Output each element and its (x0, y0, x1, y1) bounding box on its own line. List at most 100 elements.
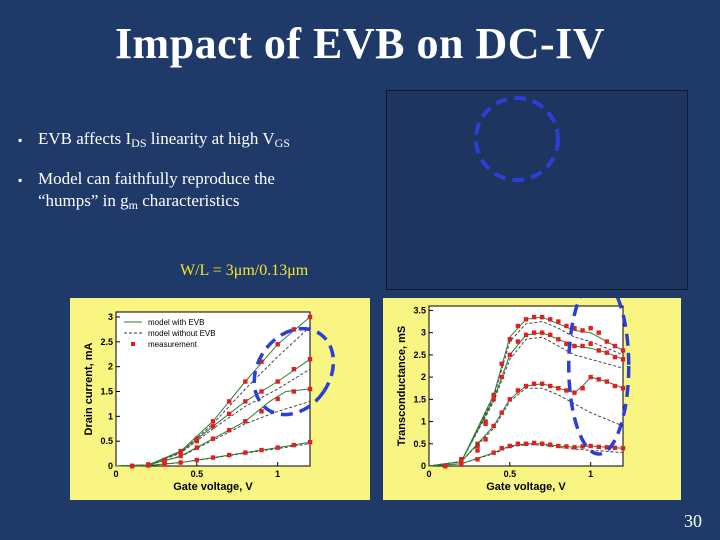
x-tick-label: 0.5 (191, 469, 204, 479)
x-tick-label: 0 (113, 469, 118, 479)
measurement-point (531, 314, 537, 320)
measurement-point (515, 339, 521, 344)
measurement-point (491, 392, 496, 398)
measurement-point (459, 457, 464, 462)
measurement-point (531, 330, 537, 335)
measurement-point (129, 463, 135, 469)
legend-entry: measurement (148, 340, 198, 349)
measurement-point (194, 457, 200, 463)
measurement-point (307, 439, 313, 445)
measurement-point (604, 445, 610, 450)
measurement-point (507, 352, 513, 358)
measurement-point (275, 396, 280, 402)
bullet-2-sub-m: m (128, 198, 138, 212)
page-number: 30 (684, 511, 702, 531)
measurement-point (604, 350, 610, 355)
measurement-point (539, 314, 545, 320)
measurement-point (259, 447, 264, 453)
square-bullet-icon: ▪ (18, 173, 23, 187)
measurement-point (178, 460, 183, 465)
measurement-point (604, 379, 610, 384)
measurement-point (146, 463, 151, 468)
measurement-point (307, 386, 313, 392)
measurement-point (507, 443, 513, 449)
measurement-point (499, 446, 504, 451)
measurement-point (556, 319, 561, 324)
y-tick-label: 2.5 (100, 337, 113, 347)
measurement-point (459, 461, 464, 466)
bullet-item-1: ▪ EVB affects IDS linearity at high VGS (18, 128, 378, 154)
bullet-text-2: Model can faithfully reproduce the “hump… (38, 168, 275, 216)
legend-swatch-measurement (131, 342, 135, 346)
measurement-point (612, 445, 618, 450)
measurement-point (539, 441, 545, 446)
measurement-point (243, 379, 248, 384)
measurement-point (572, 390, 577, 395)
measurement-point (588, 341, 593, 346)
y-tick-label: 0 (108, 461, 113, 471)
measurement-point (475, 457, 480, 462)
bullet-2-line-1: Model can faithfully reproduce the (38, 169, 275, 188)
model-without-evb-line (428, 387, 624, 467)
measurement-point (210, 419, 216, 424)
measurement-point (307, 356, 313, 362)
measurement-point (539, 330, 545, 335)
measurement-point (580, 386, 585, 391)
measurement-point (499, 374, 504, 380)
bullet-2-line-2: “humps” in gm characteristics (38, 190, 275, 216)
measurement-point (499, 361, 504, 366)
x-tick-label: 1 (275, 469, 280, 479)
y-tick-label: 1 (421, 417, 426, 427)
measurement-point (243, 419, 248, 424)
geometry-annotation: W/L = 3μm/0.13μm (180, 262, 309, 279)
transconductance-chart: 0 0.5 1 0 0.5 1 1.5 2 2.5 3 3.5 Gate voltage, V Tran… (396, 276, 631, 493)
measurement-point (291, 366, 297, 372)
measurement-point (162, 462, 167, 467)
drain-current-chart: 0 0.5 1 0 0.5 1 1.5 2 2.5 3 Gate voltage, V Drain c… (83, 311, 336, 493)
measurement-point (548, 442, 553, 447)
y-tick-label: 0.5 (413, 439, 426, 449)
measurement-point (507, 337, 513, 342)
measurement-point (226, 428, 232, 433)
bullet-text-1: EVB affects IDS linearity at high VGS (38, 128, 290, 154)
y-axis-label: Transconductance, mS (396, 326, 408, 446)
y-axis-label: Drain current, mA (83, 342, 95, 435)
x-tick-label: 0.5 (504, 469, 517, 479)
measurement-point (580, 444, 585, 449)
bullet-1-part-b: linearity at high V (146, 129, 275, 148)
measurement-point (515, 323, 521, 329)
legend-entry: model without EVB (148, 329, 216, 338)
measurement-point (194, 445, 200, 450)
measurement-point (162, 459, 167, 465)
measurement-point (564, 444, 569, 449)
measurement-point (588, 443, 593, 449)
x-axis-label: Gate voltage, V (486, 481, 566, 493)
measurement-point (210, 436, 216, 441)
highlight-circle-top (474, 96, 560, 182)
measurement-point (475, 443, 480, 449)
y-tick-label: 1.5 (100, 386, 113, 396)
measurement-point (523, 317, 529, 322)
y-tick-label: 3.5 (413, 305, 426, 315)
measurement-point (483, 437, 488, 442)
measurement-point (226, 452, 232, 458)
slide-title: Impact of EVB on DC-IV (114, 19, 606, 68)
measurement-point (596, 348, 601, 353)
image-placeholder-box (386, 90, 688, 290)
x-tick-label: 1 (588, 469, 593, 479)
measurement-point (531, 381, 537, 386)
measurement-point (620, 357, 626, 362)
y-tick-label: 0.5 (100, 436, 113, 446)
measurement-point (491, 450, 496, 455)
measurement-point (523, 383, 529, 389)
measurement-point (210, 424, 216, 429)
measurement-point (475, 448, 480, 453)
x-axis-label: Gate voltage, V (173, 481, 253, 493)
highlight-ellipse (252, 326, 336, 417)
measurement-point (515, 441, 521, 446)
bullet-1-sub-ids: DS (131, 136, 147, 150)
measurement-point (539, 381, 545, 386)
measurement-point (531, 440, 537, 446)
measurement-point (596, 330, 601, 335)
bullet-2-line-2-b: characteristics (138, 191, 240, 210)
